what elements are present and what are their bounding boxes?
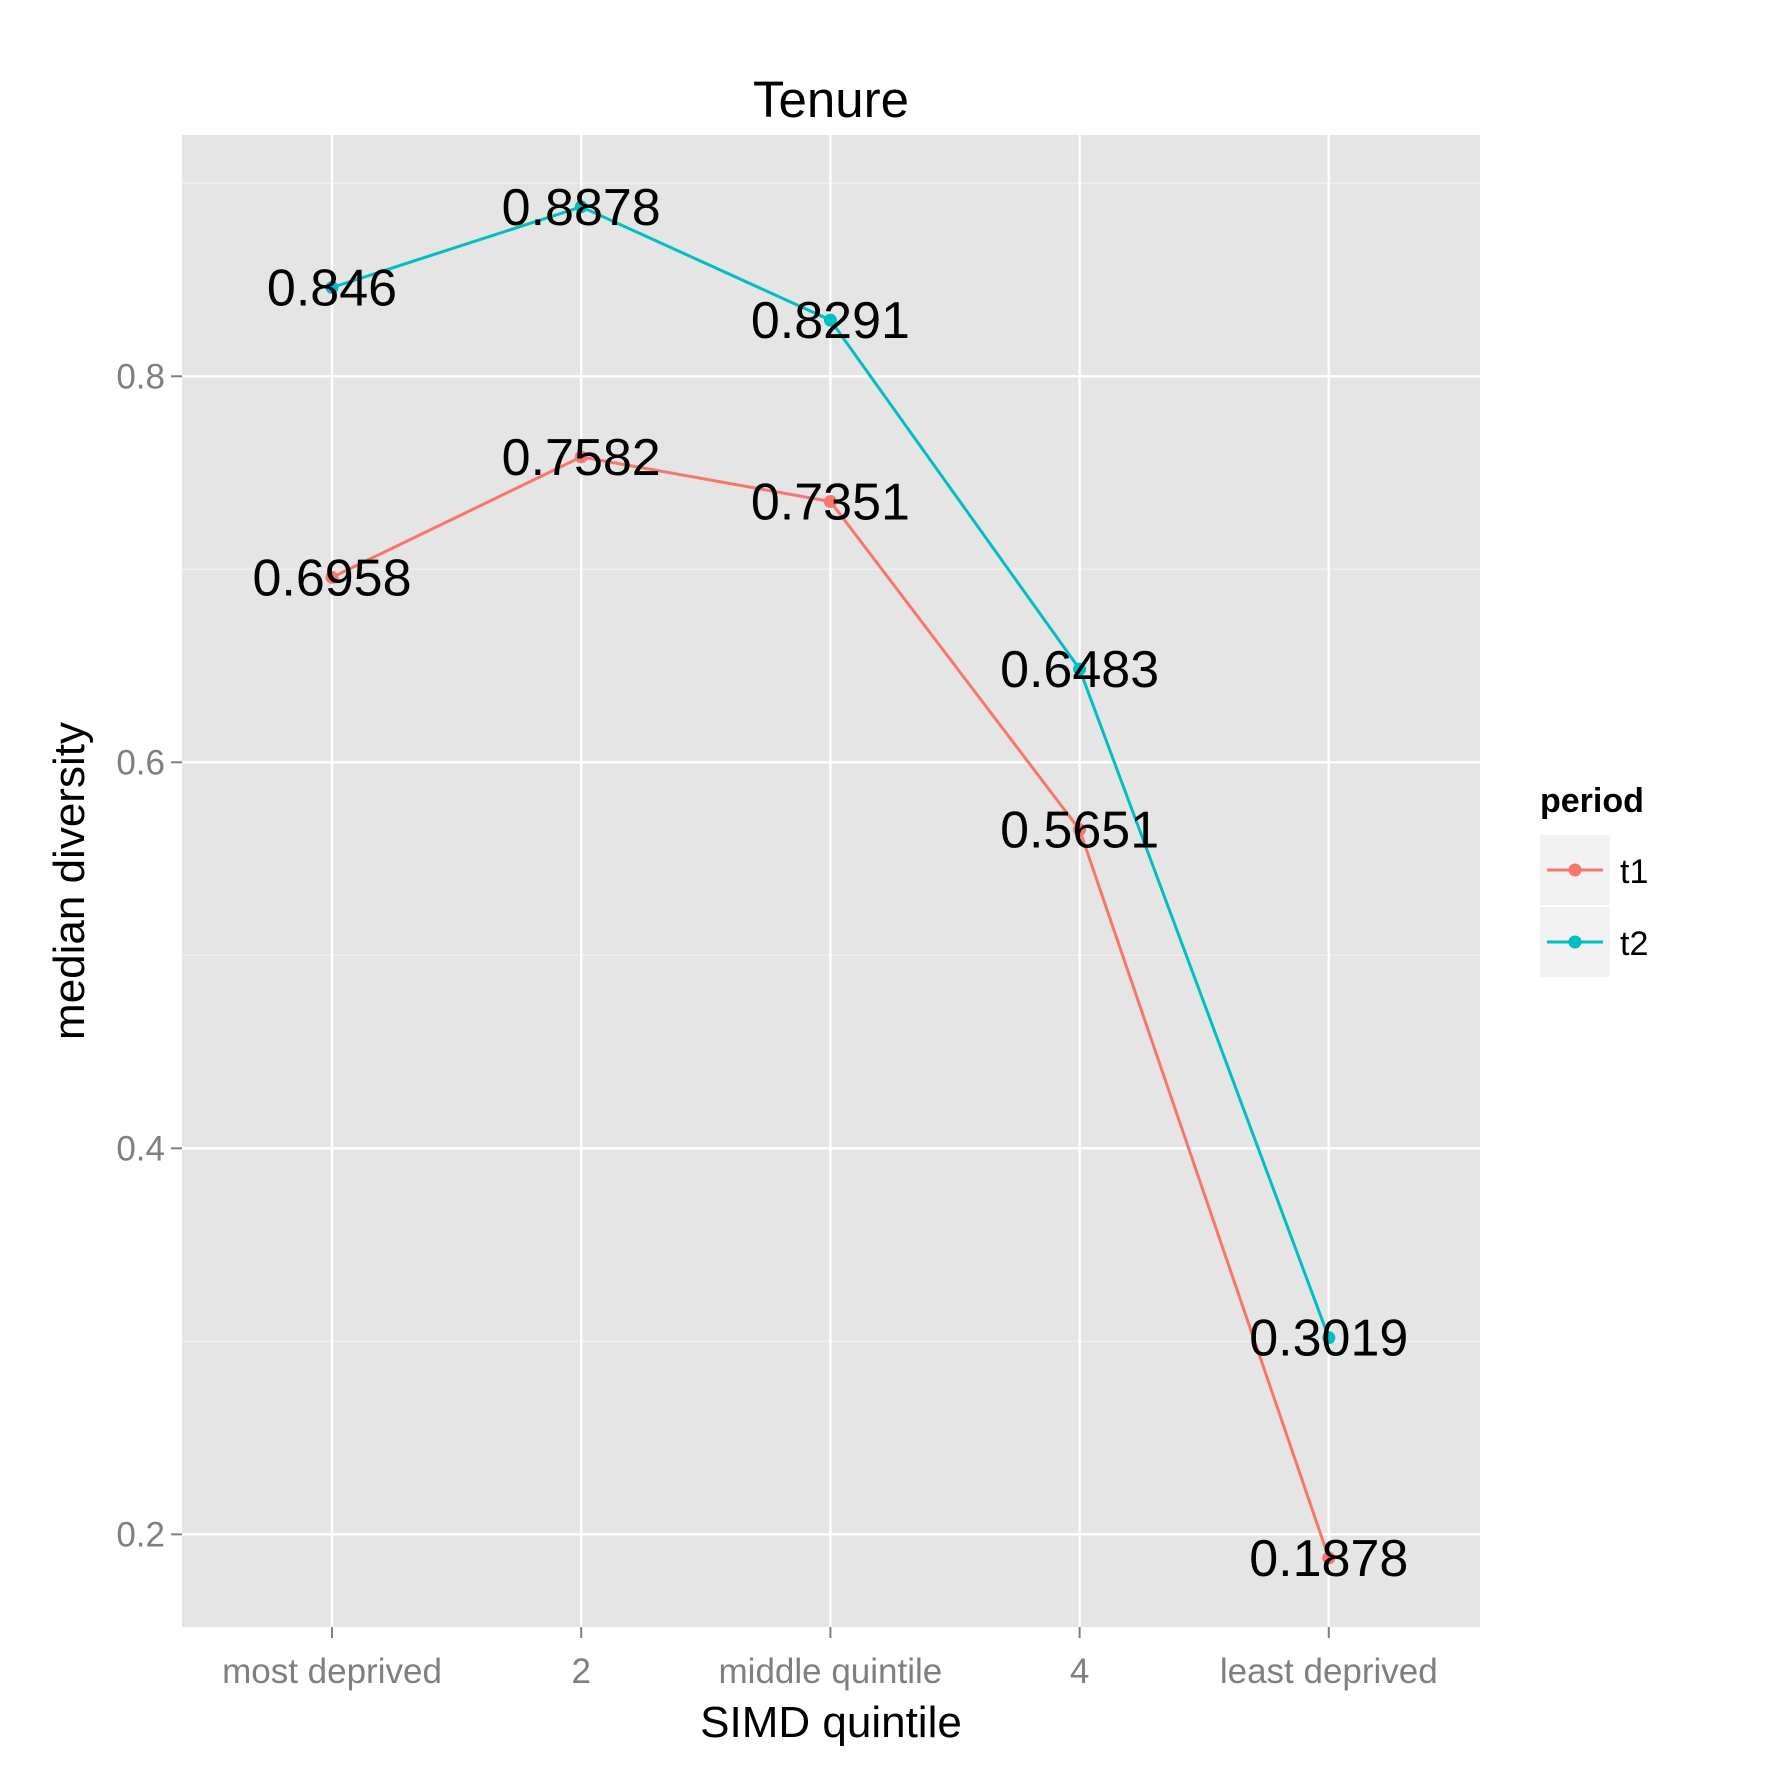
data-label-t2: 0.846 — [267, 259, 397, 317]
y-tick-label: 0.8 — [116, 357, 165, 396]
data-point-t2 — [325, 280, 339, 294]
data-point-t1 — [574, 450, 588, 464]
legend: period t1 t2 — [1540, 782, 1648, 977]
x-axis: most deprived 2 middle quintile 4 least depr… — [222, 1627, 1438, 1691]
data-point-t2 — [823, 313, 837, 327]
x-tick-label: least deprived — [1220, 1652, 1438, 1691]
y-tick-label: 0.6 — [116, 743, 165, 782]
legend-point-t1 — [1568, 863, 1582, 877]
data-point-t1 — [1322, 1551, 1336, 1565]
data-point-t2 — [574, 200, 588, 214]
major-gridlines — [182, 135, 1480, 1627]
x-tick-label: most deprived — [222, 1652, 442, 1691]
series-layer — [325, 200, 1336, 1565]
x-tick-label: 4 — [1070, 1652, 1089, 1691]
y-tick-label: 0.4 — [116, 1129, 165, 1168]
data-label-t2: 0.6483 — [1000, 641, 1159, 699]
y-axis-title: median diversity — [45, 722, 94, 1040]
x-tick-label: 2 — [571, 1652, 590, 1691]
data-label-t1: 0.6958 — [252, 549, 411, 607]
data-labels: 0.6958 0.7582 0.7351 0.5651 0.1878 0.846 0.887… — [252, 179, 1408, 1588]
x-tick-label: middle quintile — [719, 1652, 943, 1691]
legend-label-t2: t2 — [1620, 925, 1648, 963]
data-label-t1: 0.5651 — [1000, 802, 1159, 860]
data-label-t1: 0.7582 — [502, 429, 661, 487]
data-point-t1 — [823, 495, 837, 509]
data-label-t2: 0.8291 — [751, 292, 910, 350]
data-label-t1: 0.7351 — [751, 474, 910, 532]
data-label-t2: 0.8878 — [502, 179, 661, 237]
legend-point-t2 — [1568, 935, 1582, 949]
legend-label-t1: t1 — [1620, 853, 1648, 891]
data-point-t1 — [325, 570, 339, 584]
data-label-t1: 0.1878 — [1249, 1530, 1408, 1588]
data-point-t1 — [1073, 823, 1087, 837]
data-point-t2 — [1322, 1331, 1336, 1345]
chart-title: Tenure — [753, 71, 909, 128]
data-point-t2 — [1073, 662, 1087, 676]
legend-title: period — [1540, 782, 1644, 820]
data-label-t2: 0.3019 — [1249, 1310, 1408, 1368]
x-axis-title: SIMD quintile — [700, 1698, 962, 1747]
y-tick-label: 0.2 — [116, 1515, 165, 1554]
y-axis: 0.2 0.4 0.6 0.8 — [116, 357, 182, 1554]
